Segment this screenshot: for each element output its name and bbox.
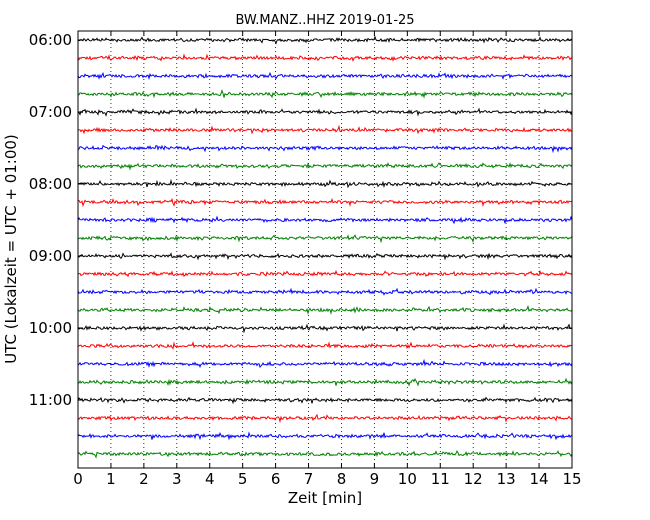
trace-line (77, 450, 573, 459)
x-tick-label: 1 (106, 470, 116, 488)
trace-line (77, 413, 573, 424)
y-tick-label: 08:00 (29, 175, 72, 193)
x-tick-label: 8 (337, 470, 347, 488)
grid (110, 31, 540, 468)
trace-line (77, 53, 573, 63)
traces (77, 35, 573, 459)
x-tick-label: 3 (172, 470, 182, 488)
trace-line (77, 269, 573, 278)
trace-line (77, 234, 573, 244)
trace-line (77, 161, 573, 171)
x-tick-label: 7 (304, 470, 314, 488)
x-tick-label: 6 (271, 470, 281, 488)
trace-line (77, 323, 572, 334)
x-tick-label: 5 (238, 470, 248, 488)
y-tick-label: 06:00 (29, 31, 72, 49)
y-tick-label: 10:00 (29, 319, 72, 337)
x-tick-label: 2 (139, 470, 149, 488)
x-ticks: 0 1 2 3 4 5 6 7 8 9 10 11 12 13 14 15 (73, 31, 582, 488)
y-tick-label: 07:00 (29, 103, 72, 121)
trace-line (77, 215, 573, 225)
trace-line (77, 252, 573, 261)
y-ticks: 06:00 07:00 08:00 09:00 10:00 11:00 (29, 31, 572, 409)
x-tick-label: 13 (497, 470, 516, 488)
x-tick-label: 9 (370, 470, 380, 488)
trace-line (77, 304, 573, 315)
x-tick-label: 4 (205, 470, 215, 488)
trace-line (77, 377, 573, 387)
trace-line (77, 178, 573, 189)
y-tick-label: 09:00 (29, 247, 72, 265)
x-tick-label: 0 (73, 470, 83, 488)
trace-line (77, 358, 573, 369)
trace-line (77, 287, 573, 296)
x-tick-label: 10 (398, 470, 417, 488)
y-axis-label: UTC (Lokalzeit = UTC + 01:00) (2, 134, 20, 364)
x-tick-label: 14 (530, 470, 549, 488)
trace-line (77, 341, 573, 350)
plot-frame (77, 30, 573, 469)
chart-title: BW.MANZ..HHZ 2019-01-25 (235, 13, 414, 28)
trace-line (77, 431, 573, 441)
x-tick-label: 12 (464, 470, 483, 488)
trace-line (77, 396, 573, 405)
y-tick-label: 11:00 (29, 391, 72, 409)
x-tick-label: 15 (562, 470, 581, 488)
trace-line (77, 197, 573, 208)
x-axis-label: Zeit [min] (288, 489, 362, 507)
x-tick-label: 11 (431, 470, 450, 488)
trace-line (77, 124, 573, 135)
trace-line (77, 71, 573, 81)
trace-line (77, 89, 573, 99)
trace-line (77, 35, 573, 45)
trace-line (77, 107, 573, 117)
trace-line (77, 144, 573, 154)
